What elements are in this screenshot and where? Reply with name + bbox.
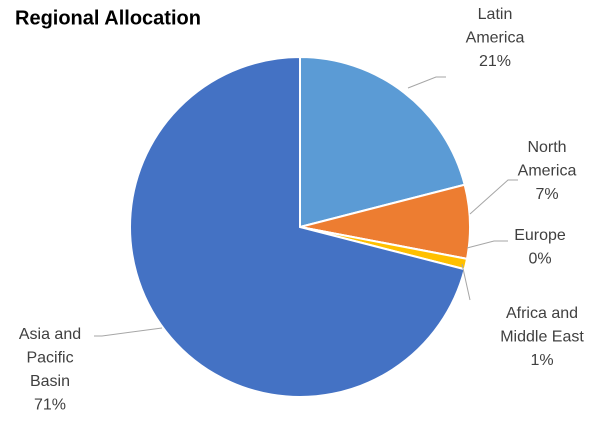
chart-title: Regional Allocation [15, 7, 201, 29]
leader-line [461, 263, 471, 301]
leader-line [407, 76, 446, 89]
leader-line [94, 327, 163, 337]
slice-label: Latin America [466, 6, 525, 47]
slice-label: Asia and Pacific Basin [19, 326, 81, 390]
value-label: 71% [34, 397, 66, 414]
value-label: 7% [535, 186, 558, 203]
pie-slice [299, 55, 466, 229]
value-label: 1% [530, 352, 553, 369]
value-label: 0% [528, 251, 551, 268]
value-label: 21% [479, 53, 511, 70]
pie-slice [129, 55, 466, 398]
slice-label: North America [518, 139, 577, 180]
leader-line [469, 179, 518, 215]
leader-line [466, 240, 508, 249]
slice-label: Europe [514, 227, 566, 244]
slice-label: Africa and Middle East [500, 305, 584, 346]
